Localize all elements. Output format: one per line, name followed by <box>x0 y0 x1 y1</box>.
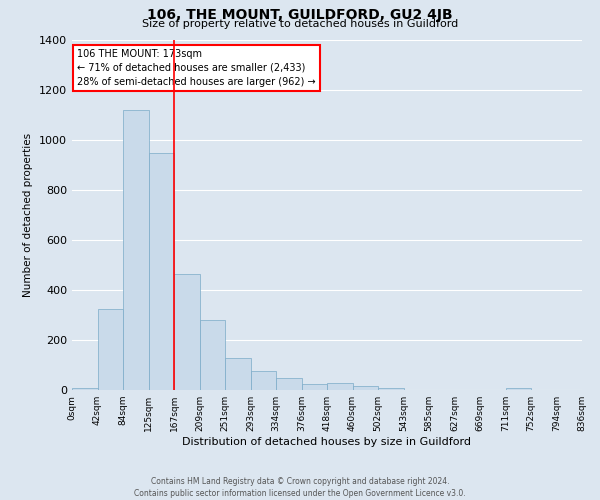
Bar <box>378 388 404 390</box>
Bar <box>97 308 123 390</box>
Text: 106 THE MOUNT: 173sqm
← 71% of detached houses are smaller (2,433)
28% of semi-d: 106 THE MOUNT: 173sqm ← 71% of detached … <box>77 49 316 87</box>
Bar <box>276 378 302 390</box>
Bar <box>302 384 327 390</box>
Bar <box>123 110 149 390</box>
X-axis label: Distribution of detached houses by size in Guildford: Distribution of detached houses by size … <box>182 437 472 447</box>
Bar <box>327 383 353 390</box>
Bar <box>72 388 97 390</box>
Text: Size of property relative to detached houses in Guildford: Size of property relative to detached ho… <box>142 19 458 29</box>
Bar <box>199 320 225 390</box>
Bar <box>251 371 276 390</box>
Bar <box>149 152 174 390</box>
Bar <box>505 388 531 390</box>
Bar <box>225 358 251 390</box>
Text: 106, THE MOUNT, GUILDFORD, GU2 4JB: 106, THE MOUNT, GUILDFORD, GU2 4JB <box>147 8 453 22</box>
Text: Contains HM Land Registry data © Crown copyright and database right 2024.
Contai: Contains HM Land Registry data © Crown c… <box>134 476 466 498</box>
Y-axis label: Number of detached properties: Number of detached properties <box>23 133 34 297</box>
Bar <box>174 274 199 390</box>
Bar <box>353 386 378 390</box>
